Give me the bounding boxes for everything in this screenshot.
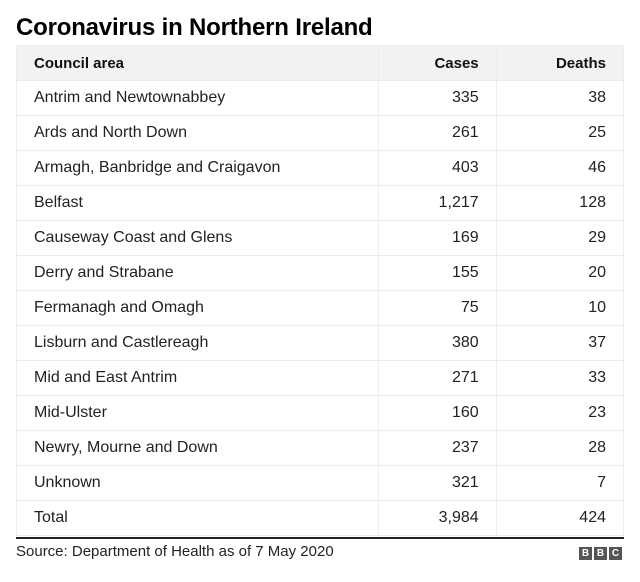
cell-cases: 321: [377, 465, 497, 501]
source-note: Source: Department of Health as of 7 May…: [16, 543, 334, 560]
cell-deaths: 23: [495, 395, 625, 431]
cell-deaths: 28: [495, 430, 625, 466]
table-row: Belfast 1,217 128: [16, 185, 625, 221]
table-row: Unknown 321 7: [16, 465, 625, 501]
cell-cases: 380: [377, 325, 497, 361]
bbc-logo: B B C: [579, 547, 622, 560]
cell-council-area: Mid and East Antrim: [16, 360, 379, 396]
cell-deaths: 33: [495, 360, 625, 396]
cell-cases: 169: [377, 220, 497, 256]
cell-cases: 1,217: [377, 185, 497, 221]
cell-council-area: Belfast: [16, 185, 379, 221]
header-row: Council area Cases Deaths: [16, 45, 625, 81]
logo-letter: C: [609, 547, 622, 560]
cell-deaths: 10: [495, 290, 625, 326]
header-council-area: Council area: [16, 45, 379, 81]
chart-title: Coronavirus in Northern Ireland: [16, 14, 373, 41]
table-row: Newry, Mourne and Down 237 28: [16, 430, 625, 466]
cell-deaths: 20: [495, 255, 625, 291]
cell-council-area: Newry, Mourne and Down: [16, 430, 379, 466]
cell-council-area: Armagh, Banbridge and Craigavon: [16, 150, 379, 186]
cell-deaths: 38: [495, 80, 625, 116]
cell-deaths: 25: [495, 115, 625, 151]
table-row: Mid-Ulster 160 23: [16, 395, 625, 431]
cell-deaths: 7: [495, 465, 625, 501]
cell-cases: 271: [377, 360, 497, 396]
header-cases: Cases: [377, 45, 497, 81]
footer-divider: [16, 537, 624, 539]
cell-council-area: Total: [16, 500, 379, 536]
table-row: Lisburn and Castlereagh 380 37: [16, 325, 625, 361]
cell-cases: 403: [377, 150, 497, 186]
cell-deaths: 128: [495, 185, 625, 221]
cell-deaths: 29: [495, 220, 625, 256]
cell-council-area: Derry and Strabane: [16, 255, 379, 291]
cell-deaths: 37: [495, 325, 625, 361]
header-deaths: Deaths: [495, 45, 625, 81]
table-row: Total 3,984 424: [16, 500, 625, 536]
cell-council-area: Fermanagh and Omagh: [16, 290, 379, 326]
cell-council-area: Mid-Ulster: [16, 395, 379, 431]
logo-letter: B: [594, 547, 607, 560]
cell-deaths: 424: [495, 500, 625, 536]
cell-council-area: Antrim and Newtownabbey: [16, 80, 379, 116]
cell-council-area: Lisburn and Castlereagh: [16, 325, 379, 361]
cell-council-area: Ards and North Down: [16, 115, 379, 151]
logo-letter: B: [579, 547, 592, 560]
cell-cases: 160: [377, 395, 497, 431]
table-row: Ards and North Down 261 25: [16, 115, 625, 151]
data-table: Council area Cases Deaths Antrim and New…: [16, 45, 625, 536]
cell-cases: 261: [377, 115, 497, 151]
cell-cases: 75: [377, 290, 497, 326]
cell-cases: 155: [377, 255, 497, 291]
cell-cases: 335: [377, 80, 497, 116]
cell-deaths: 46: [495, 150, 625, 186]
table-row: Armagh, Banbridge and Craigavon 403 46: [16, 150, 625, 186]
table-row: Mid and East Antrim 271 33: [16, 360, 625, 396]
table-row: Fermanagh and Omagh 75 10: [16, 290, 625, 326]
table-row: Causeway Coast and Glens 169 29: [16, 220, 625, 256]
cell-council-area: Unknown: [16, 465, 379, 501]
table-row: Derry and Strabane 155 20: [16, 255, 625, 291]
cell-cases: 3,984: [377, 500, 497, 536]
cell-council-area: Causeway Coast and Glens: [16, 220, 379, 256]
table-row: Antrim and Newtownabbey 335 38: [16, 80, 625, 116]
cell-cases: 237: [377, 430, 497, 466]
